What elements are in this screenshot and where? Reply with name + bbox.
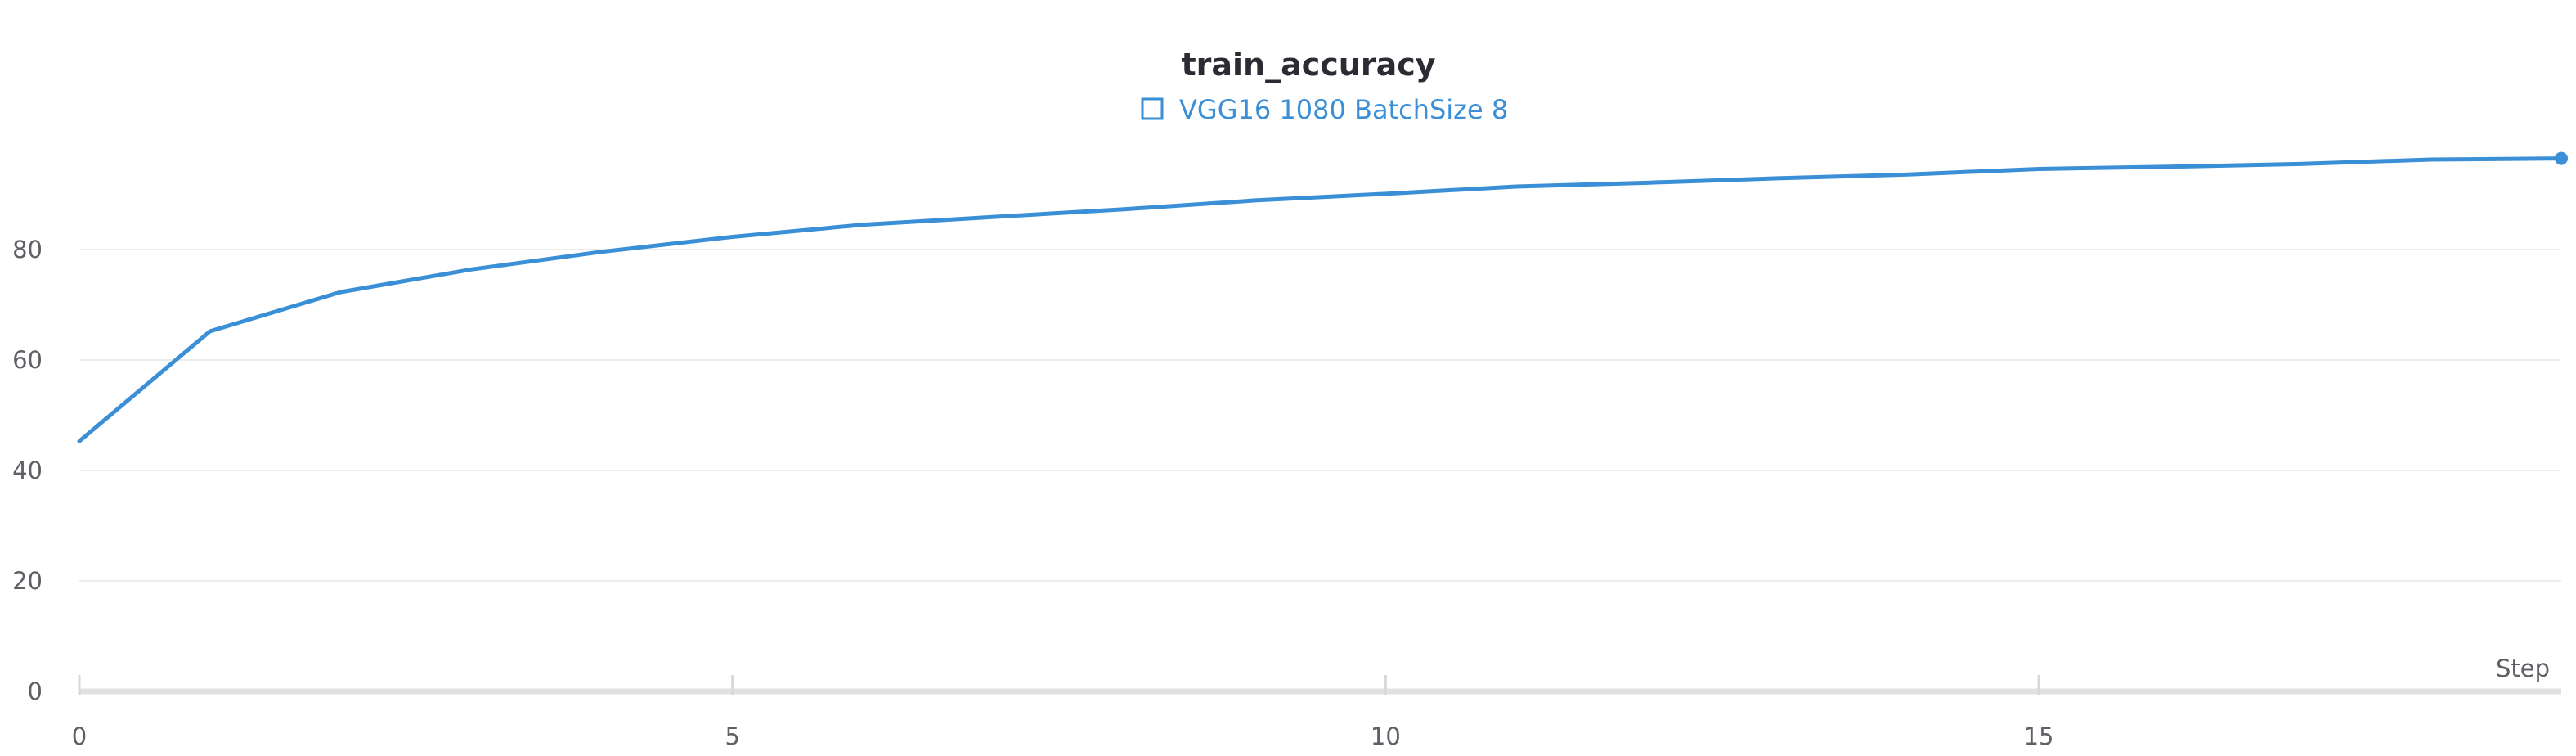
x-axis: 0 5 10 15: [72, 675, 2561, 750]
x-axis-title: Step: [2496, 655, 2550, 682]
x-tick-label-15: 15: [2024, 722, 2054, 750]
y-tick-label-40: 40: [12, 457, 43, 484]
chart-title: train_accuracy: [1181, 47, 1435, 83]
y-axis: 0 20 40 60 80: [12, 236, 43, 705]
x-tick-label-10: 10: [1371, 722, 1401, 750]
legend-swatch-icon: [1141, 97, 1164, 120]
series-line-0[interactable]: [77, 156, 2564, 443]
series-endpoint-0[interactable]: [2555, 151, 2568, 165]
gridlines: [79, 249, 2561, 582]
series-layer: [77, 151, 2568, 443]
y-tick-label-60: 60: [12, 346, 43, 374]
legend-label: VGG16 1080 BatchSize 8: [1179, 94, 1508, 125]
x-tick-label-0: 0: [72, 722, 87, 750]
y-tick-label-80: 80: [12, 236, 43, 263]
x-tick-label-5: 5: [725, 722, 739, 750]
y-tick-label-20: 20: [12, 567, 43, 595]
legend[interactable]: VGG16 1080 BatchSize 8: [1141, 94, 1508, 125]
y-tick-label-0: 0: [28, 677, 43, 705]
